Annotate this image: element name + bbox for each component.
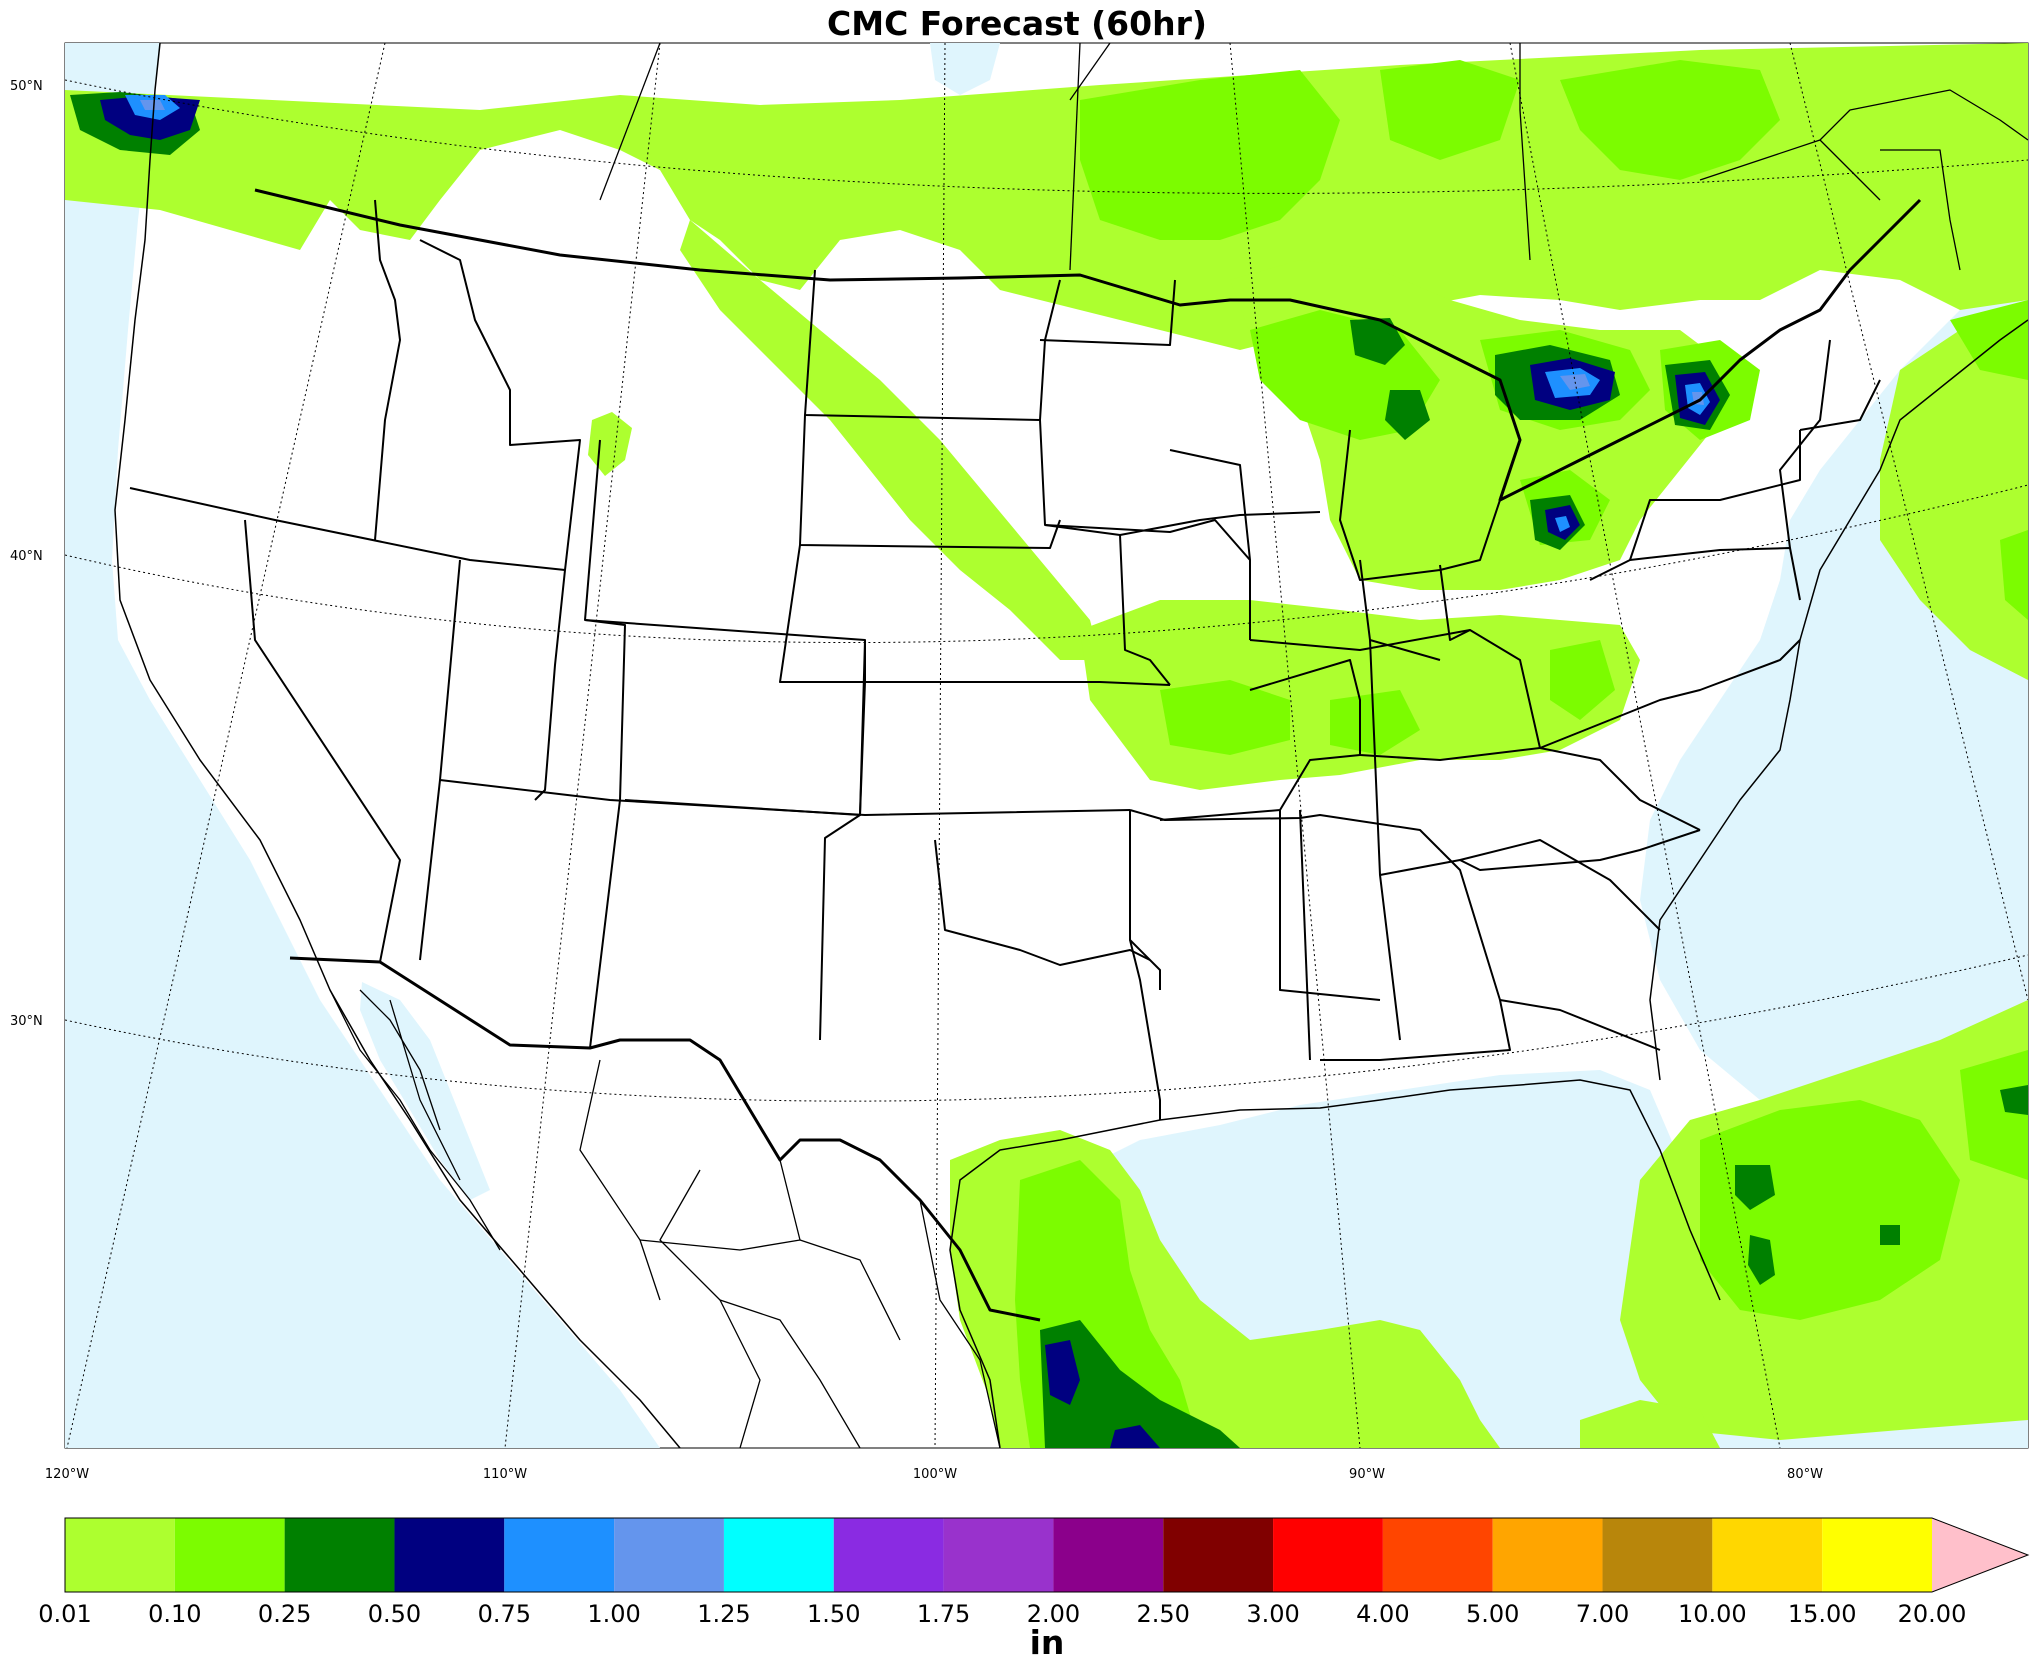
colorbar-tick-label: 10.00 <box>1678 1600 1747 1628</box>
graticule <box>65 43 2028 1448</box>
lat-label-50n: 50°N <box>10 79 43 94</box>
colorbar-labels: 0.01 0.10 0.25 0.50 0.75 1.00 1.25 1.50 1.75 2.00… <box>38 1600 1966 1628</box>
units-label: in <box>1030 1623 1065 1662</box>
colorbar-tick-label: 20.00 <box>1898 1600 1967 1628</box>
colorbar-swatch <box>174 1518 285 1592</box>
lon-label-110w: 110°W <box>483 1467 527 1482</box>
lat-label-30n: 30°N <box>10 1014 43 1029</box>
boundaries <box>114 43 2028 1448</box>
colorbar-outline <box>64 1517 2030 1593</box>
colorbar-swatch <box>723 1518 834 1592</box>
colorbar-swatch <box>394 1518 505 1592</box>
colorbar-tick-label: 4.00 <box>1356 1600 1409 1628</box>
colorbar-swatch <box>1822 1518 1932 1592</box>
colorbar-swatch <box>1273 1518 1383 1592</box>
colorbar-swatch <box>284 1518 395 1592</box>
colorbar-tick-label: 1.50 <box>807 1600 860 1628</box>
colorbar-swatch <box>1712 1518 1823 1592</box>
colorbar-swatch <box>1492 1518 1603 1592</box>
colorbar-tick-label: 2.50 <box>1137 1600 1190 1628</box>
lon-label-80w: 80°W <box>1787 1467 1823 1482</box>
lat-label-40n: 40°N <box>10 549 43 564</box>
colorbar-extend-arrow <box>1932 1518 2028 1592</box>
colorbar-tick-label: 15.00 <box>1788 1600 1857 1628</box>
lon-label-120w: 120°W <box>45 1467 89 1482</box>
colorbar-swatch <box>1602 1518 1713 1592</box>
colorbar-tick-label: 0.01 <box>38 1600 91 1628</box>
colorbar-tick-label: 0.50 <box>368 1600 421 1628</box>
colorbar-tick-label: 5.00 <box>1466 1600 1519 1628</box>
colorbar-tick-label: 1.00 <box>587 1600 640 1628</box>
colorbar-tick-label: 0.25 <box>258 1600 311 1628</box>
colorbar-swatch <box>1163 1518 1274 1592</box>
colorbar <box>64 1517 2030 1593</box>
colorbar-tick-label: 3.00 <box>1246 1600 1299 1628</box>
colorbar-swatch <box>504 1518 615 1592</box>
colorbar-tick-label: 1.75 <box>917 1600 970 1628</box>
colorbar-swatch <box>65 1518 175 1592</box>
colorbar-swatch <box>614 1518 724 1592</box>
lon-label-100w: 100°W <box>913 1467 957 1482</box>
colorbar-swatch <box>943 1518 1054 1592</box>
map-title: CMC Forecast (60hr) <box>827 4 1207 43</box>
colorbar-swatch <box>1382 1518 1493 1592</box>
colorbar-tick-label: 0.75 <box>478 1600 531 1628</box>
colorbar-tick-label: 7.00 <box>1576 1600 1629 1628</box>
colorbar-swatch <box>833 1518 944 1592</box>
colorbar-tick-label: 0.10 <box>148 1600 201 1628</box>
colorbar-tick-label: 2.00 <box>1027 1600 1080 1628</box>
colorbar-swatch <box>1053 1518 1164 1592</box>
colorbar-tick-label: 1.25 <box>697 1600 750 1628</box>
lon-label-90w: 90°W <box>1349 1467 1385 1482</box>
